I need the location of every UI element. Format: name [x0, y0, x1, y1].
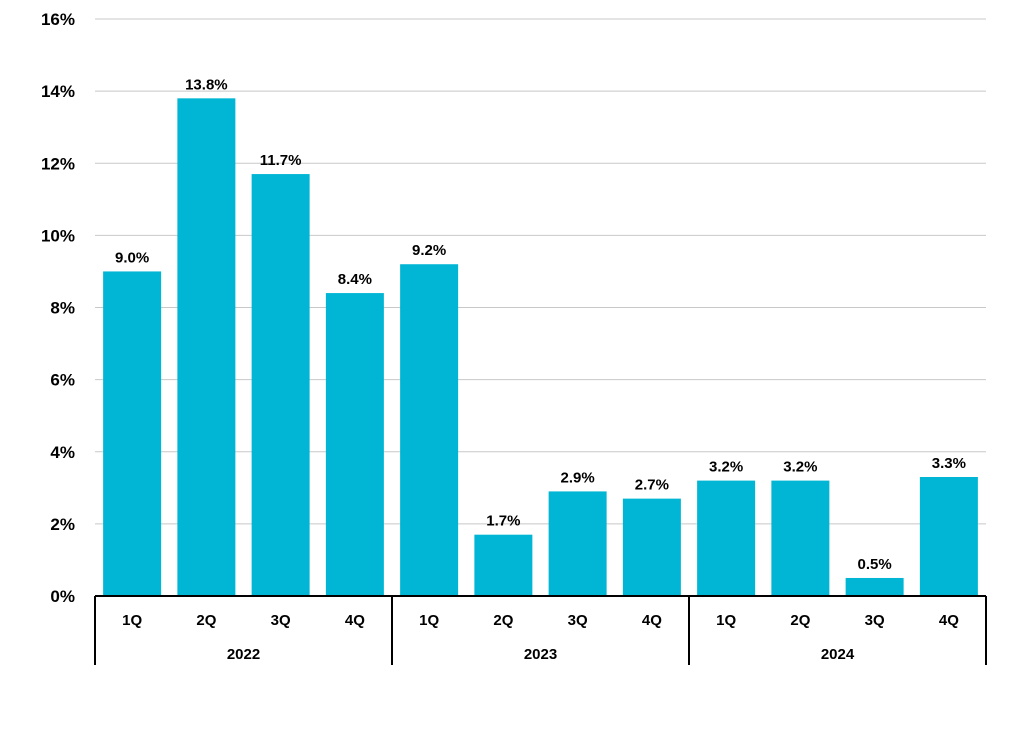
x-group-label: 2022 — [227, 646, 260, 663]
y-tick-label: 0% — [50, 587, 75, 606]
x-group-label: 2023 — [524, 646, 557, 663]
bar — [548, 491, 607, 596]
data-label: 3.2% — [783, 459, 817, 476]
y-tick-label: 10% — [41, 226, 75, 245]
data-label: 0.5% — [858, 556, 892, 573]
bar — [103, 271, 162, 596]
data-label: 3.3% — [932, 455, 966, 472]
data-label: 8.4% — [338, 271, 372, 288]
data-label: 11.7% — [260, 152, 302, 169]
x-category-label: 1Q — [716, 612, 736, 629]
data-label: 3.2% — [709, 459, 743, 476]
bar — [919, 476, 978, 596]
bar — [251, 174, 310, 596]
x-category-label: 1Q — [419, 612, 439, 629]
bar — [697, 480, 756, 596]
data-label: 9.0% — [115, 249, 149, 266]
x-group-label: 2024 — [821, 646, 855, 663]
x-category-label: 1Q — [122, 612, 142, 629]
y-tick-label: 4% — [50, 443, 75, 462]
data-label: 2.9% — [561, 469, 595, 486]
data-label: 2.7% — [635, 477, 669, 494]
x-category-label: 2Q — [790, 612, 810, 629]
x-category-label: 4Q — [939, 612, 959, 629]
x-category-label: 4Q — [642, 612, 662, 629]
data-label: 1.7% — [486, 513, 520, 530]
y-tick-label: 6% — [50, 371, 75, 390]
x-category-label: 3Q — [865, 612, 885, 629]
data-label: 9.2% — [412, 242, 446, 259]
x-category-label: 3Q — [568, 612, 588, 629]
y-tick-label: 16% — [41, 10, 75, 29]
y-tick-label: 12% — [41, 154, 75, 173]
x-category-label: 2Q — [196, 612, 216, 629]
bar — [325, 293, 384, 596]
bar — [400, 264, 459, 596]
y-tick-label: 14% — [41, 82, 75, 101]
bar — [845, 577, 904, 596]
x-category-label: 2Q — [493, 612, 513, 629]
data-label: 13.8% — [185, 76, 228, 93]
bar — [622, 498, 681, 596]
bar — [474, 534, 533, 596]
bar — [771, 480, 830, 596]
x-category-label: 4Q — [345, 612, 365, 629]
y-tick-label: 2% — [50, 515, 75, 534]
x-category-label: 3Q — [271, 612, 291, 629]
y-tick-label: 8% — [50, 299, 75, 318]
bar — [177, 98, 236, 597]
